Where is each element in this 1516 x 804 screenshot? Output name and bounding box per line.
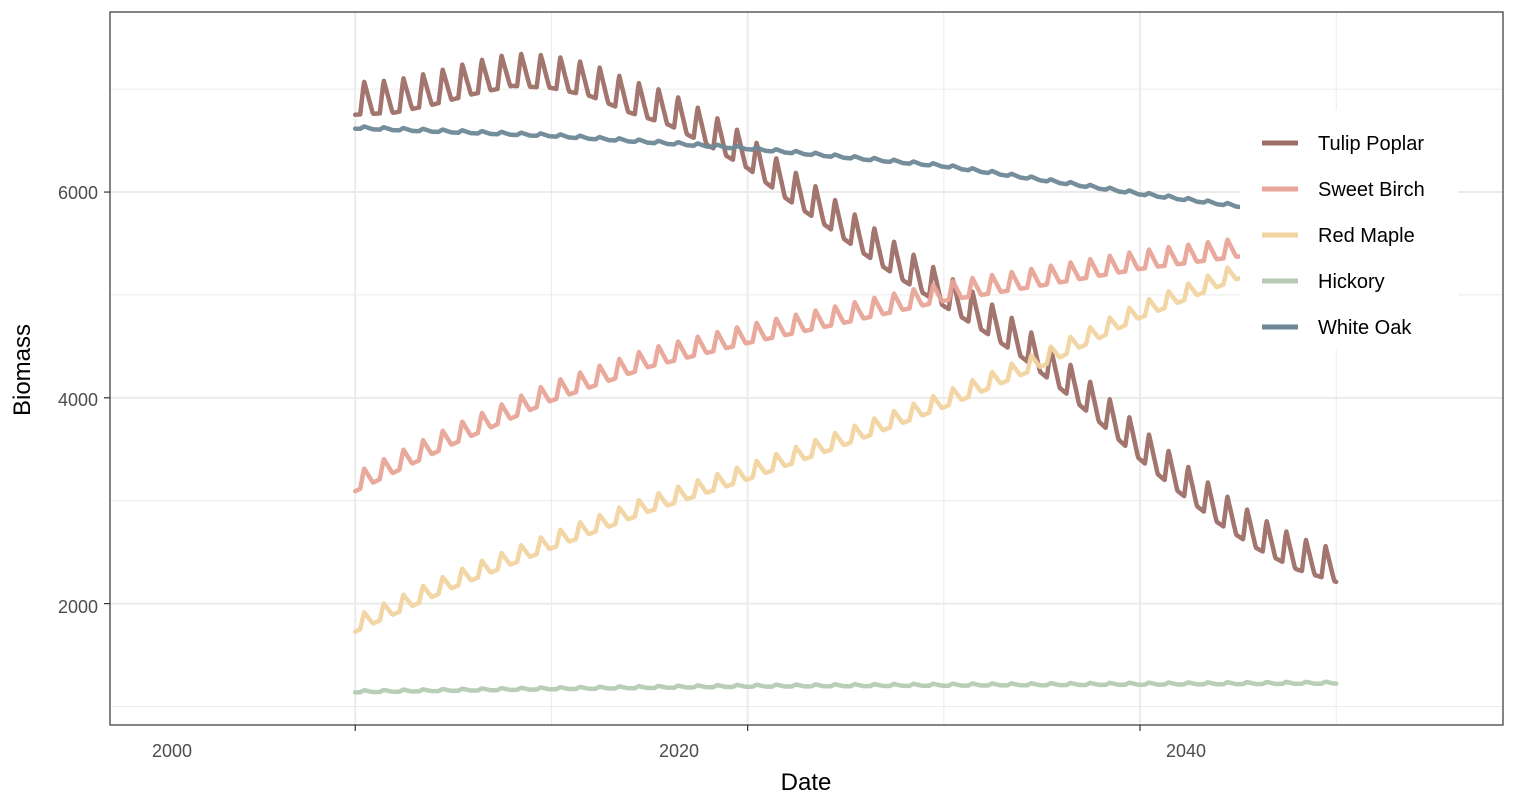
series-line-sweet-birch — [352, 228, 1339, 494]
x-tick-label-2020: 2020 — [659, 741, 699, 761]
y-tick-label-4000: 4000 — [58, 390, 98, 410]
legend-label-hickory: Hickory — [1318, 271, 1385, 293]
y-axis-title: Biomass — [9, 324, 36, 416]
legend-label-white-oak: White Oak — [1318, 317, 1412, 339]
legend-label-sweet-birch: Sweet Birch — [1318, 179, 1425, 201]
legend-label-tulip-poplar: Tulip Poplar — [1318, 133, 1424, 155]
axis-ticks — [104, 191, 1141, 731]
series-line-tulip-poplar — [352, 51, 1339, 585]
legend: Tulip Poplar Sweet Birch Red Maple Hicko… — [1240, 110, 1458, 350]
legend-background — [1240, 110, 1458, 350]
plot-panel-border — [109, 11, 1504, 726]
y-tick-label-2000: 2000 — [58, 597, 98, 617]
x-tick-label-2040: 2040 — [1166, 741, 1206, 761]
y-tick-label-6000: 6000 — [58, 183, 98, 203]
series-line-hickory — [352, 679, 1339, 695]
legend-label-red-maple: Red Maple — [1318, 225, 1415, 247]
series-lines — [352, 51, 1339, 695]
legend-item-white-oak: White Oak — [1262, 317, 1412, 339]
legend-item-tulip-poplar: Tulip Poplar — [1262, 133, 1424, 155]
legend-item-red-maple: Red Maple — [1262, 225, 1415, 247]
series-line-white-oak — [352, 124, 1339, 218]
x-tick-label-2000: 2000 — [152, 741, 192, 761]
legend-item-hickory: Hickory — [1262, 271, 1385, 293]
x-axis-title: Date — [781, 769, 832, 796]
legend-item-sweet-birch: Sweet Birch — [1262, 179, 1425, 201]
series-line-red-maple — [352, 241, 1339, 634]
